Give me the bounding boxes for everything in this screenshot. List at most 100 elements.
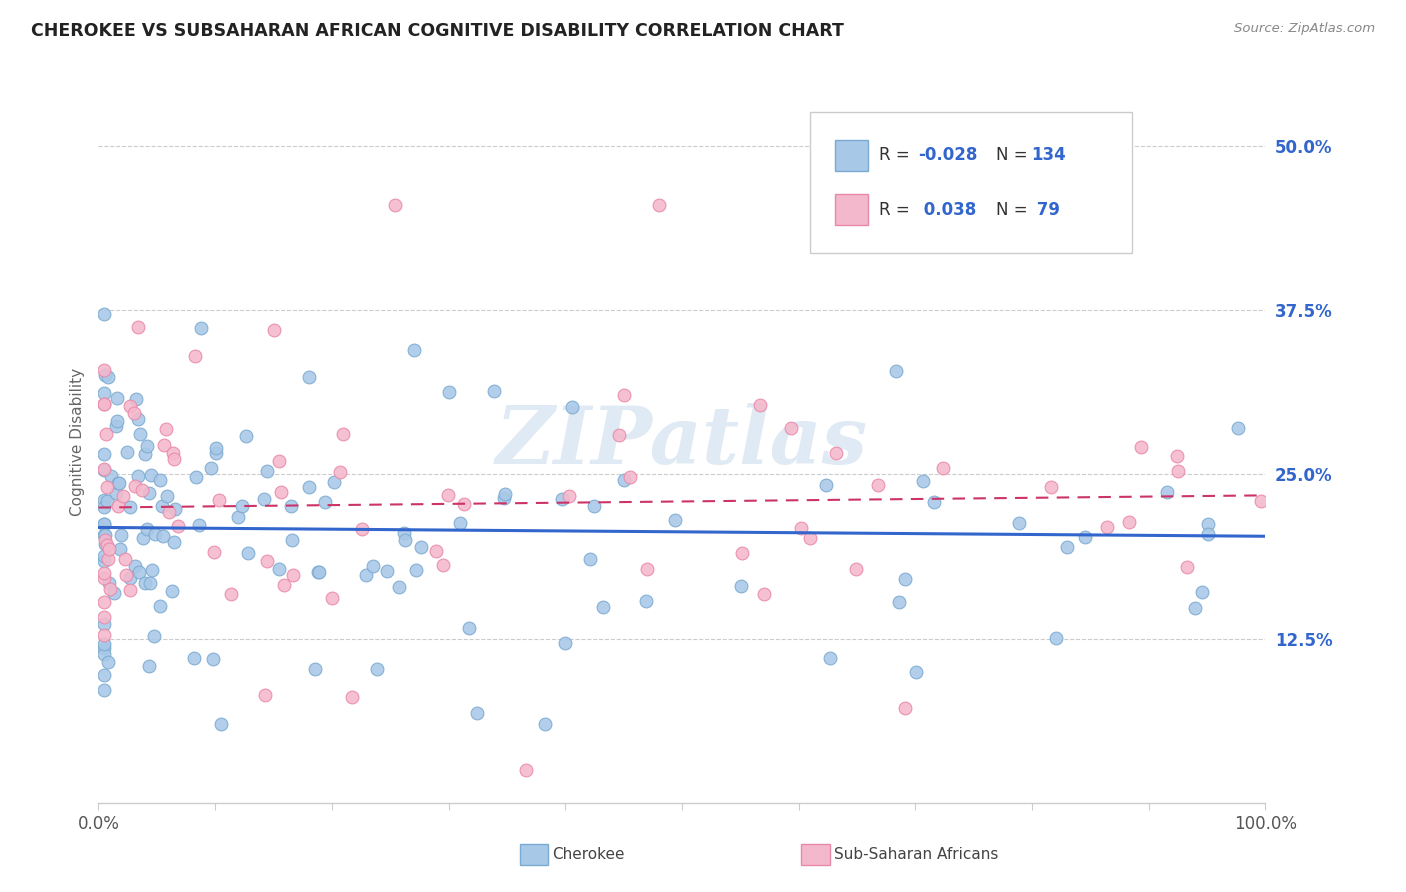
- Point: [202, 545, 225, 559]
- Point: [894, 572, 917, 586]
- Point: [388, 580, 411, 594]
- Point: [270, 485, 292, 500]
- Point: [93, 386, 115, 401]
- Point: [884, 364, 907, 378]
- Point: [1130, 440, 1153, 454]
- Point: [150, 499, 173, 513]
- Point: [98, 582, 121, 596]
- Point: [149, 473, 172, 487]
- Point: [139, 576, 162, 591]
- Point: [1039, 480, 1062, 494]
- Point: [94, 537, 117, 551]
- Point: [138, 486, 160, 500]
- Point: [298, 369, 321, 384]
- Point: [1226, 421, 1249, 435]
- Point: [96, 538, 118, 552]
- Point: [731, 546, 754, 560]
- Point: [128, 426, 150, 441]
- Point: [1250, 493, 1272, 508]
- Point: [97, 551, 120, 566]
- Point: [96, 494, 118, 508]
- Point: [125, 392, 148, 407]
- Point: [156, 489, 179, 503]
- Point: [1056, 541, 1078, 555]
- Point: [281, 567, 304, 582]
- Point: [134, 447, 156, 461]
- Point: [153, 438, 176, 452]
- Point: [273, 578, 295, 592]
- Point: [200, 460, 222, 475]
- Point: [187, 518, 209, 533]
- Point: [97, 542, 120, 557]
- Point: [93, 667, 115, 681]
- Point: [280, 500, 302, 514]
- Point: [136, 439, 159, 453]
- Point: [453, 497, 475, 511]
- Point: [636, 562, 658, 576]
- Point: [332, 427, 354, 442]
- Point: [866, 477, 889, 491]
- Y-axis label: Cognitive Disability: Cognitive Disability: [69, 368, 84, 516]
- Text: Cherokee: Cherokee: [553, 847, 626, 863]
- Point: [436, 488, 458, 502]
- Point: [384, 198, 406, 212]
- Point: [118, 571, 141, 585]
- Point: [818, 651, 841, 665]
- Point: [235, 429, 257, 443]
- Point: [110, 541, 132, 556]
- Point: [157, 504, 180, 518]
- Point: [127, 319, 149, 334]
- Text: Source: ZipAtlas.com: Source: ZipAtlas.com: [1234, 22, 1375, 36]
- Text: Sub-Saharan Africans: Sub-Saharan Africans: [834, 847, 998, 863]
- Point: [554, 635, 576, 649]
- Point: [405, 563, 427, 577]
- Point: [94, 427, 117, 442]
- Point: [221, 587, 243, 601]
- Point: [613, 473, 636, 487]
- Point: [94, 528, 117, 542]
- Point: [93, 500, 115, 515]
- Point: [93, 363, 115, 377]
- Point: [392, 525, 415, 540]
- Point: [93, 571, 115, 585]
- Point: [238, 546, 260, 560]
- Point: [93, 462, 115, 476]
- Text: 0.038: 0.038: [918, 201, 977, 219]
- Point: [93, 463, 115, 477]
- Point: [350, 523, 373, 537]
- Point: [308, 565, 330, 579]
- Point: [115, 568, 138, 582]
- Point: [402, 343, 425, 357]
- Point: [1191, 584, 1213, 599]
- Point: [162, 583, 184, 598]
- Point: [122, 406, 145, 420]
- Point: [1156, 485, 1178, 500]
- Point: [307, 565, 329, 579]
- Point: [613, 387, 636, 401]
- Point: [186, 470, 208, 484]
- Point: [515, 763, 537, 777]
- Point: [482, 384, 505, 398]
- Point: [100, 469, 122, 483]
- Point: [93, 617, 115, 632]
- Point: [93, 517, 115, 532]
- Point: [664, 513, 686, 527]
- Point: [201, 651, 224, 665]
- Point: [814, 478, 837, 492]
- Text: ZIPatlas: ZIPatlas: [496, 403, 868, 480]
- Point: [256, 554, 278, 568]
- Point: [432, 558, 454, 573]
- Point: [105, 391, 128, 405]
- Point: [1184, 601, 1206, 615]
- Point: [253, 491, 276, 506]
- Point: [748, 398, 770, 412]
- Point: [557, 489, 579, 503]
- Point: [132, 531, 155, 545]
- Point: [1008, 516, 1031, 530]
- Point: [231, 500, 253, 514]
- Point: [163, 502, 186, 516]
- Point: [263, 323, 285, 337]
- Point: [93, 627, 115, 641]
- Point: [93, 493, 115, 508]
- Point: [730, 578, 752, 592]
